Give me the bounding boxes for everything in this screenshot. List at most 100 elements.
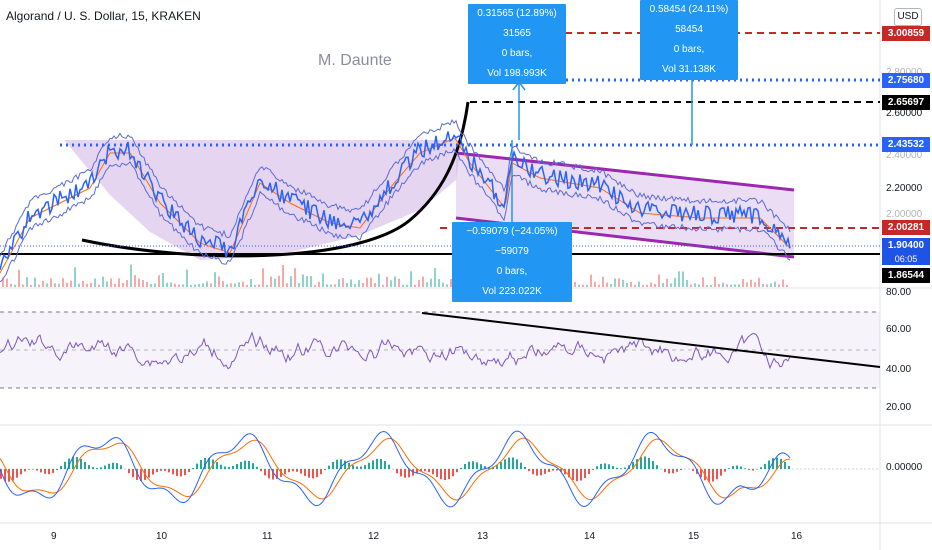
macd-histogram-bar	[692, 469, 694, 471]
volume-bar	[66, 282, 68, 287]
measure-note-b[interactable]: 0.58454 (24.11%) 58454 0 bars, Vol 31.13…	[640, 0, 738, 80]
volume-bar	[70, 280, 72, 287]
macd-histogram-bar	[24, 469, 26, 472]
macd-histogram-bar	[140, 469, 142, 481]
macd-histogram-bar	[448, 469, 450, 480]
macd-series[interactable]	[0, 430, 791, 508]
price-tag-blue-mid[interactable]: 2.43532	[882, 137, 930, 152]
cup-pattern-fill[interactable]	[64, 140, 462, 260]
macd-histogram-bar	[784, 461, 786, 469]
price-tag-support[interactable]: 1.86544	[882, 268, 930, 283]
macd-histogram-bar	[648, 457, 650, 469]
macd-histogram-bar	[324, 469, 326, 471]
macd-histogram-bar	[336, 459, 338, 469]
price-tag-red-top[interactable]: 3.00859	[882, 26, 930, 41]
note-a-line2: 0 bars,	[501, 48, 533, 59]
macd-histogram-bar	[756, 469, 758, 470]
macd-tick: 0.00000	[886, 462, 923, 473]
macd-histogram-bar	[352, 465, 354, 469]
volume-bar	[650, 282, 652, 287]
macd-histogram-bar	[320, 469, 322, 475]
price-tag-red-mid[interactable]: 2.00281	[882, 220, 930, 235]
measure-note-a[interactable]: 0.31565 (12.89%) 31565 0 bars, Vol 198.9…	[468, 4, 566, 84]
price-tag-black-dash[interactable]: 2.65697	[882, 95, 930, 110]
countdown-tag: 06:05	[882, 253, 930, 265]
volume-bar	[18, 269, 20, 287]
volume-bar	[170, 282, 172, 287]
macd-histogram-bar	[408, 469, 410, 478]
measure-note-c[interactable]: −0.59079 (−24.05%) −59079 0 bars, Vol 22…	[452, 222, 572, 302]
volume-bar	[634, 284, 636, 287]
macd-histogram-bar	[580, 469, 582, 481]
volume-bar	[318, 281, 320, 287]
volume-bar	[314, 284, 316, 287]
macd-histogram-bar	[672, 469, 674, 474]
rsi-trendline[interactable]	[421, 312, 881, 368]
macd-histogram-bar	[344, 460, 346, 469]
volume-bar	[278, 275, 280, 287]
volume-bar	[306, 276, 308, 287]
macd-histogram-bar	[772, 458, 774, 469]
volume-bar	[362, 282, 364, 287]
currency-button[interactable]: USD	[894, 8, 922, 26]
macd-histogram-bar	[724, 469, 726, 472]
macd-histogram-bar	[544, 469, 546, 474]
volume-bar	[446, 284, 448, 287]
channel-fill[interactable]	[456, 153, 794, 257]
macd-histogram-bar	[716, 469, 718, 480]
macd-histogram-bar	[364, 465, 366, 469]
macd-histogram-bar	[0, 469, 2, 479]
volume-bar	[758, 277, 760, 287]
macd-histogram-bar	[104, 465, 106, 469]
volume-bar	[274, 278, 276, 287]
macd-histogram-bar	[732, 466, 734, 469]
macd-histogram-bar	[128, 469, 130, 474]
volume-bar	[706, 284, 708, 287]
volume-bar	[578, 284, 580, 287]
volume-bar	[770, 283, 772, 287]
volume-bar	[586, 284, 588, 287]
volume-bar	[94, 278, 96, 287]
macd-histogram-bar	[288, 469, 290, 473]
volume-bar	[198, 283, 200, 287]
macd-histogram-bar	[68, 458, 70, 469]
macd-histogram-bar	[240, 461, 242, 469]
volume-bar	[302, 274, 304, 287]
macd-histogram-bar	[224, 466, 226, 469]
macd-histogram-bar	[112, 462, 114, 469]
volume-bar	[618, 278, 620, 287]
volume-bar	[414, 284, 416, 287]
volume-bar	[642, 284, 644, 287]
rsi-tick: 20.00	[886, 402, 912, 413]
macd-histogram-bar	[636, 459, 638, 469]
volume-bar	[326, 284, 328, 287]
volume-bar	[638, 281, 640, 287]
volume-bar	[658, 274, 660, 287]
bollinger-lower	[0, 147, 791, 283]
price-tag-blue-top[interactable]: 2.75680	[882, 73, 930, 88]
volume-bar	[90, 282, 92, 287]
macd-histogram-bar	[376, 458, 378, 469]
macd-histogram-bar	[536, 469, 538, 476]
macd-histogram-bar	[184, 469, 186, 476]
volume-bar	[662, 282, 664, 287]
macd-histogram-bar	[468, 461, 470, 469]
macd-histogram-bar	[556, 469, 558, 471]
price-tag-last[interactable]: 1.90400	[882, 238, 930, 253]
volume-bar	[194, 284, 196, 287]
volume-bar	[130, 264, 132, 287]
volume-bar	[670, 283, 672, 287]
volume-bar	[714, 276, 716, 287]
rsi-series[interactable]	[0, 331, 791, 370]
volume-bar	[270, 276, 272, 287]
volume-bar	[214, 272, 216, 287]
volume-bar	[626, 282, 628, 287]
macd-histogram-bar	[188, 469, 190, 473]
volume-bar	[254, 284, 256, 287]
macd-histogram-bar	[220, 464, 222, 469]
macd-histogram-bar	[384, 461, 386, 469]
macd-histogram-bar	[272, 469, 274, 480]
macd-histogram-bar	[12, 469, 14, 481]
price-series[interactable]	[0, 119, 791, 283]
